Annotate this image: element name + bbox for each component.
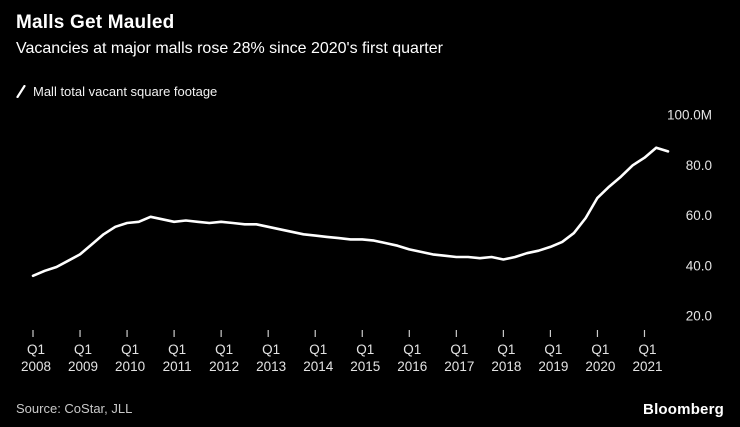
x-axis-label-quarter: Q1 [544,342,562,357]
y-axis-label: 60.0 [686,208,712,223]
chart-subtitle: Vacancies at major malls rose 28% since … [16,40,443,57]
x-axis-label-quarter: Q1 [356,342,374,357]
x-axis-label-quarter: Q1 [168,342,186,357]
x-axis-label-year: 2021 [632,359,662,374]
source-text: Source: CoStar, JLL [16,401,133,416]
x-axis-label-year: 2011 [163,359,192,374]
x-axis-label-year: 2020 [585,359,615,374]
x-axis-label-year: 2018 [491,359,521,374]
x-axis-label-year: 2015 [350,359,380,374]
y-axis-label: 100.0M [667,108,712,123]
x-axis-label-quarter: Q1 [591,342,609,357]
x-axis-label-quarter: Q1 [309,342,327,357]
x-axis-label-year: 2013 [256,359,286,374]
x-axis-label-quarter: Q1 [215,342,233,357]
x-axis-label-quarter: Q1 [262,342,280,357]
y-axis-label: 20.0 [686,309,712,324]
line-series-slash-icon [16,84,26,99]
x-axis-label-year: 2009 [68,359,98,374]
x-axis-label-year: 2008 [21,359,51,374]
y-axis-label: 80.0 [686,158,712,173]
x-axis-label-quarter: Q1 [27,342,45,357]
x-axis-label-quarter: Q1 [638,342,656,357]
chart-line [31,146,670,278]
chart-title: Malls Get Mauled [16,12,175,33]
x-axis-label-year: 2019 [538,359,568,374]
y-axis-label: 40.0 [686,258,712,273]
x-axis-label-year: 2017 [444,359,474,374]
x-axis-label-year: 2014 [303,359,334,374]
x-axis-label-quarter: Q1 [497,342,515,357]
x-axis-label-year: 2012 [209,359,239,374]
x-axis-label-quarter: Q1 [403,342,421,357]
bloomberg-logo: Bloomberg [643,401,724,418]
line-chart-plot: 100.0M 80.0 60.0 40.0 20.0 Q1 2008 Q1 2009 Q1 2010… [21,108,712,375]
legend: Mall total vacant square footage [16,84,217,99]
x-axis-label-quarter: Q1 [450,342,468,357]
x-axis-label-year: 2016 [397,359,427,374]
legend-label: Mall total vacant square footage [33,84,218,99]
x-axis-label-quarter: Q1 [74,342,92,357]
x-axis-label-year: 2010 [115,359,145,374]
x-axis-label-quarter: Q1 [121,342,139,357]
